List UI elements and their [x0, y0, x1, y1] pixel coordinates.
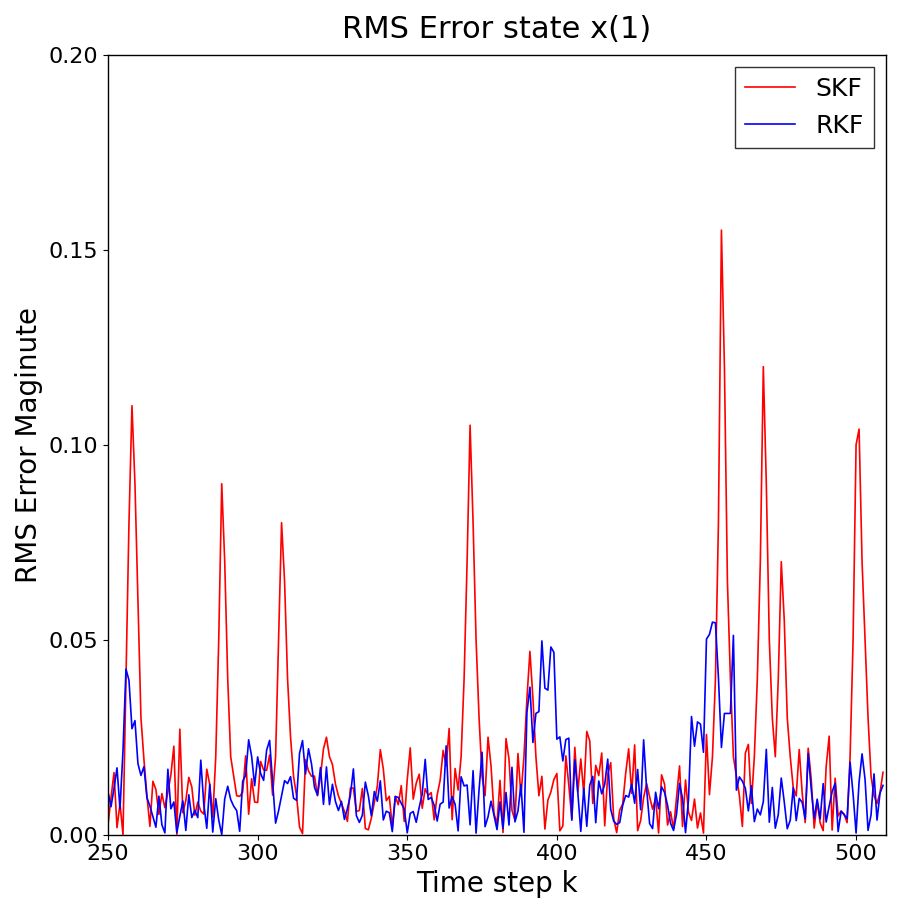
RKF: [432, 815, 442, 826]
SKF: [848, 635, 859, 645]
Line: RKF: RKF: [108, 622, 883, 834]
RKF: [196, 755, 206, 766]
RKF: [734, 771, 745, 782]
SKF: [216, 478, 227, 489]
RKF: [848, 789, 859, 800]
RKF: [214, 814, 224, 825]
SKF: [198, 809, 209, 820]
RKF: [878, 780, 888, 791]
SKF: [716, 225, 727, 236]
SKF: [429, 814, 440, 825]
SKF: [734, 791, 745, 802]
Y-axis label: RMS Error Maginute: RMS Error Maginute: [15, 307, 43, 582]
RKF: [103, 786, 114, 797]
Line: SKF: SKF: [108, 230, 883, 834]
RKF: [216, 829, 227, 840]
RKF: [707, 616, 718, 627]
Legend: SKF, RKF: SKF, RKF: [735, 68, 873, 148]
SKF: [118, 829, 129, 840]
Title: RMS Error state x(1): RMS Error state x(1): [342, 15, 651, 44]
SKF: [103, 819, 114, 830]
SKF: [878, 767, 888, 778]
RKF: [429, 800, 440, 811]
X-axis label: Time step k: Time step k: [416, 870, 578, 898]
SKF: [432, 790, 442, 801]
